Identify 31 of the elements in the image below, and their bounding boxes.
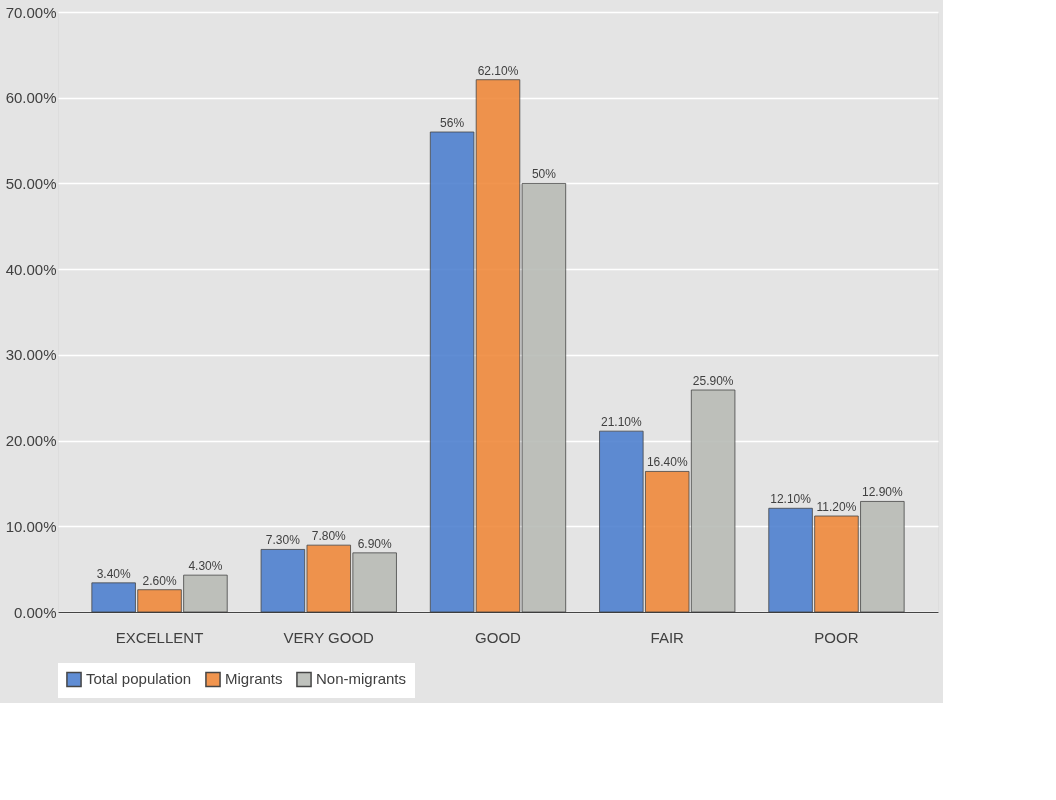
x-tick-label: POOR — [814, 628, 859, 646]
data-label: 56% — [440, 116, 465, 130]
legend-label: Migrants — [225, 670, 283, 688]
x-tick-label: EXCELLENT — [115, 628, 204, 646]
data-label: 50% — [531, 167, 557, 182]
y-tick-label: 30.00% — [5, 346, 57, 364]
data-label: 3.40% — [96, 566, 131, 581]
data-label: 25.90% — [692, 374, 734, 388]
data-label: 21.10% — [600, 415, 643, 430]
y-tick-label: 40.00% — [5, 260, 57, 278]
data-label: 16.40% — [646, 455, 688, 470]
data-label: 2.60% — [142, 573, 177, 588]
data-label: 12.10% — [770, 492, 812, 507]
data-label: 12.90% — [862, 485, 904, 500]
y-tick-label: 0.00% — [13, 603, 57, 621]
x-tick-label: FAIR — [650, 628, 685, 646]
data-label: 6.90% — [357, 536, 392, 551]
y-tick-label: 60.00% — [5, 89, 57, 107]
legend-label: Total population — [86, 670, 192, 688]
y-tick-label: 20.00% — [5, 432, 57, 450]
y-tick-label: 70.00% — [5, 3, 57, 21]
data-label: 62.10% — [477, 63, 519, 78]
data-label: 7.80% — [311, 529, 347, 544]
y-tick-label: 10.00% — [5, 517, 57, 535]
data-label: 11.20% — [816, 500, 857, 514]
x-tick-label: VERY GOOD — [283, 628, 375, 646]
data-label: 7.30% — [265, 533, 301, 548]
x-tick-label: GOOD — [475, 628, 522, 646]
y-tick-label: 50.00% — [5, 174, 57, 192]
legend-label: Non-migrants — [316, 670, 407, 688]
data-label: 4.30% — [188, 559, 223, 574]
